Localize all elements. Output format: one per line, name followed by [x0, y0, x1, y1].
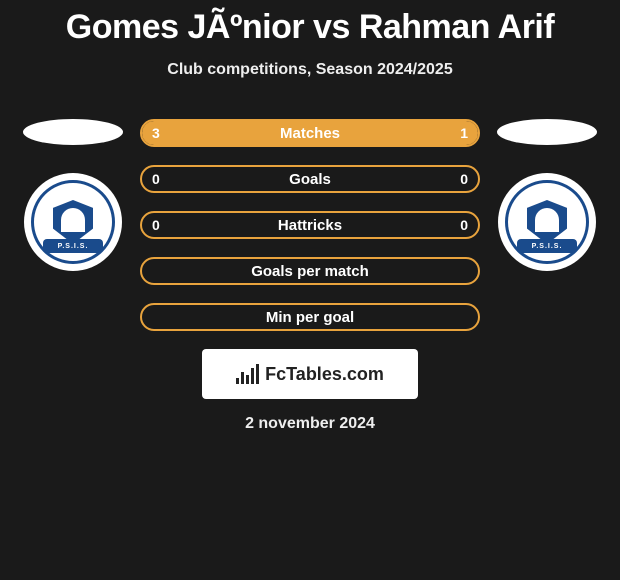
- stat-value-right: 0: [460, 171, 468, 187]
- stat-bar: 0 Goals 0: [140, 165, 480, 193]
- left-side: P.S.I.S.: [18, 119, 128, 271]
- left-flag-placeholder: [23, 119, 123, 145]
- left-club-badge: P.S.I.S.: [24, 173, 122, 271]
- stat-bars: 3 Matches 1 0 Goals 0 0 Hattricks 0 Goals per mat…: [140, 119, 480, 331]
- stat-label: Matches: [280, 125, 340, 142]
- right-flag-placeholder: [497, 119, 597, 145]
- stat-bar: Goals per match: [140, 257, 480, 285]
- right-club-badge: P.S.I.S.: [498, 173, 596, 271]
- stat-bar: Min per goal: [140, 303, 480, 331]
- stat-value-left: 3: [152, 125, 160, 141]
- bar-chart-icon: [236, 364, 259, 384]
- stat-label: Hattricks: [278, 217, 342, 234]
- comparison-panel: P.S.I.S. 3 Matches 1 0 Goals 0 0 Hattricks 0 Goal…: [0, 119, 620, 331]
- stat-label: Min per goal: [266, 309, 354, 326]
- right-club-text: P.S.I.S.: [517, 239, 577, 253]
- stat-value-right: 0: [460, 217, 468, 233]
- stat-bar: 3 Matches 1: [140, 119, 480, 147]
- bar-fill-left: [142, 121, 394, 145]
- shield-icon: [527, 200, 567, 244]
- shield-icon: [53, 200, 93, 244]
- stat-value-left: 0: [152, 217, 160, 233]
- stat-value-left: 0: [152, 171, 160, 187]
- date-label: 2 november 2024: [0, 415, 620, 433]
- left-club-text: P.S.I.S.: [43, 239, 103, 253]
- branding-box[interactable]: FcTables.com: [202, 349, 418, 399]
- stat-bar: 0 Hattricks 0: [140, 211, 480, 239]
- right-side: P.S.I.S.: [492, 119, 602, 271]
- branding-text: FcTables.com: [265, 364, 384, 385]
- stat-label: Goals per match: [251, 263, 369, 280]
- page-title: Gomes JÃºnior vs Rahman Arif: [0, 0, 620, 47]
- stat-value-right: 1: [460, 125, 468, 141]
- stat-label: Goals: [289, 171, 331, 188]
- subtitle: Club competitions, Season 2024/2025: [0, 61, 620, 79]
